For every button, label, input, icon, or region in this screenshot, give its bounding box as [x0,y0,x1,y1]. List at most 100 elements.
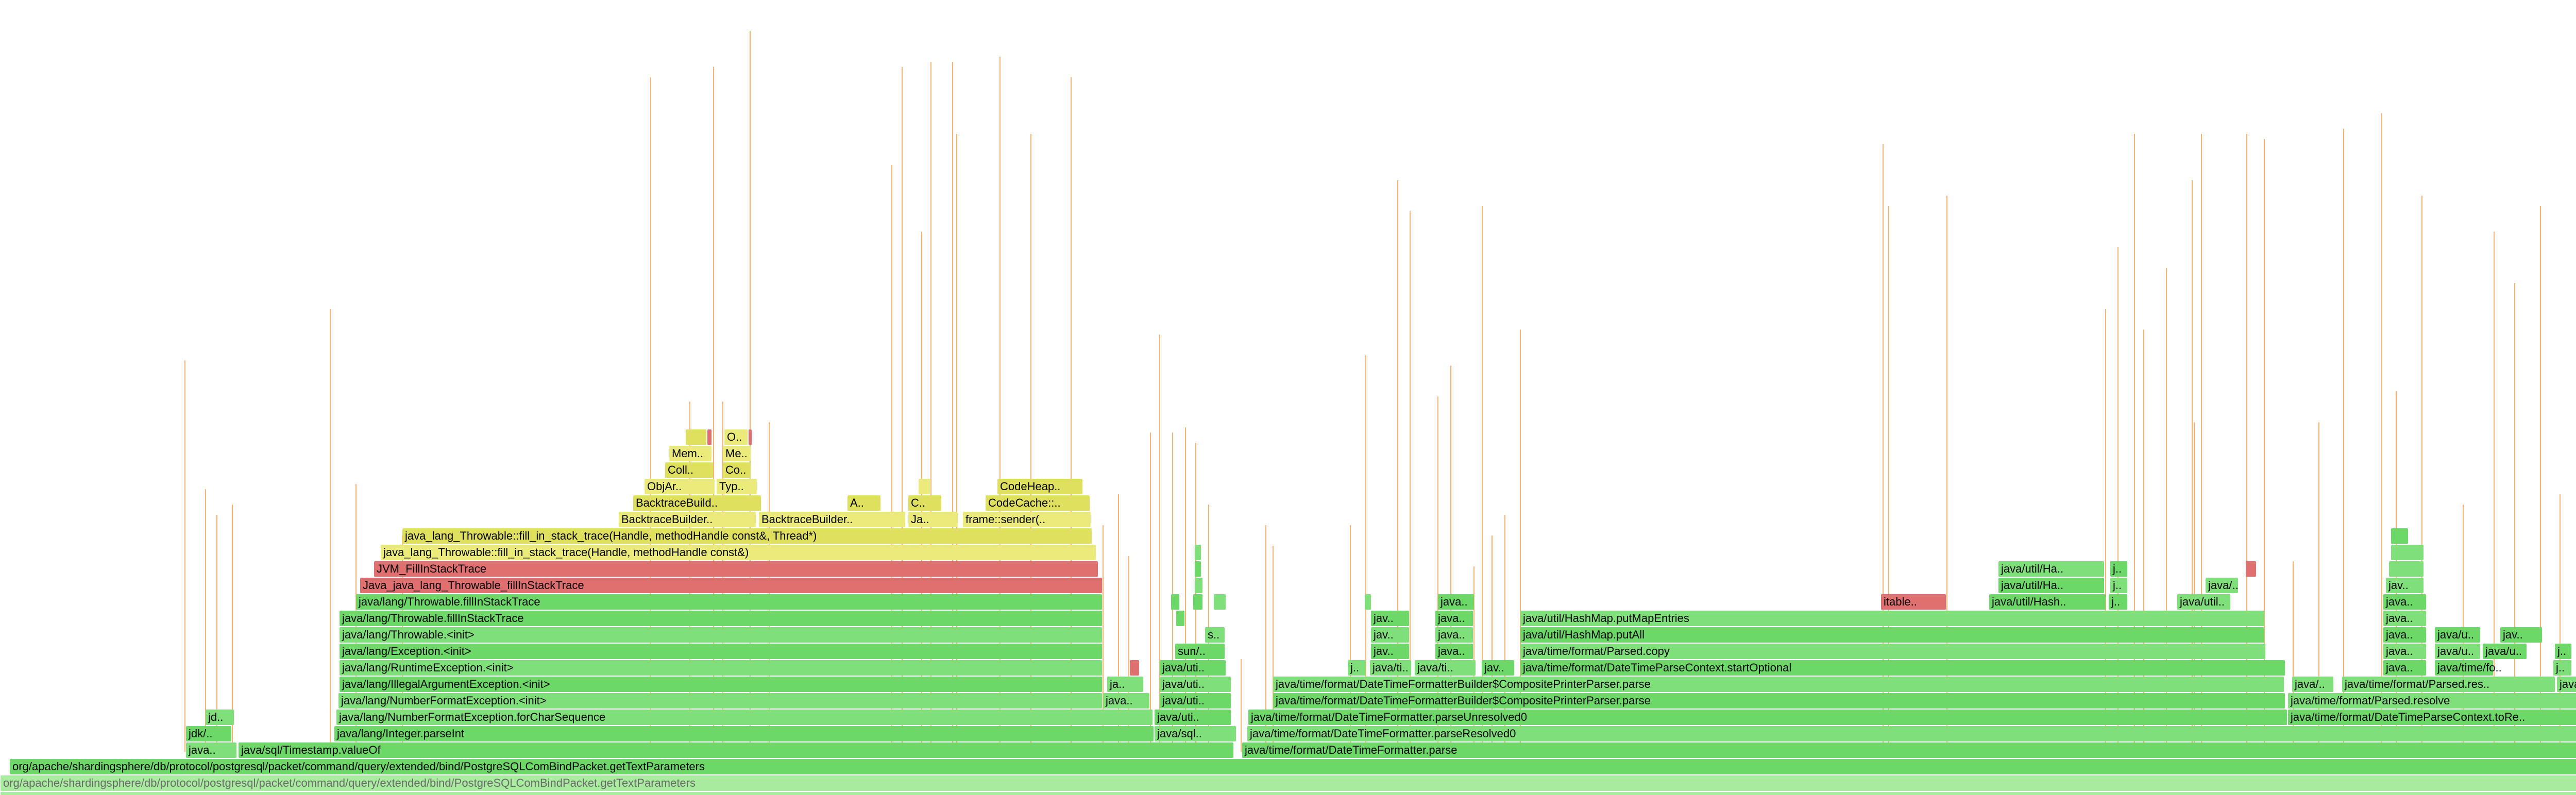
frame-rect[interactable] [206,710,234,725]
frame-rect[interactable] [2288,693,2576,708]
thin-stack-spike[interactable] [1241,659,1242,752]
frame-rect[interactable] [340,611,1102,626]
thin-stack-spike[interactable] [1265,525,1266,752]
frame[interactable]: java/util/Hash.. [1989,594,2106,610]
thin-stack-spike[interactable] [2194,422,2195,752]
frame-rect[interactable] [1130,660,1139,676]
frame[interactable]: java.. [1435,644,1473,659]
thin-stack-spike[interactable] [184,360,185,752]
frame-rect[interactable] [1435,627,1473,643]
frame-rect[interactable] [723,446,751,461]
frame[interactable] [2391,545,2424,560]
thin-stack-spike[interactable] [930,62,931,752]
frame-rect[interactable] [1520,627,2264,643]
frame[interactable]: Typ.. [717,479,757,494]
frame-rect[interactable] [1371,611,1409,626]
frame-rect[interactable] [186,742,236,758]
frame-rect[interactable] [340,627,1102,643]
frame[interactable]: java/time/fo.. [2435,660,2502,676]
thin-stack-spike[interactable] [1883,144,1884,752]
frame[interactable]: java/lang/Exception.<init> [340,644,1102,659]
frame[interactable]: jd.. [206,710,234,725]
frame[interactable]: java/time/format/DateTimeFormatter.parse… [1248,710,2287,725]
frame-rect[interactable] [723,462,751,478]
frame-rect[interactable] [919,479,930,494]
thin-stack-spike[interactable] [1172,433,1173,752]
frame-rect[interactable] [759,512,905,527]
frame-rect[interactable] [686,429,706,445]
frame-rect[interactable] [356,594,1102,610]
thin-stack-spike[interactable] [1128,556,1129,752]
frame-rect[interactable] [2110,578,2127,593]
frame[interactable]: java/time/format/DateTimeFormatterBuilde… [1273,677,2284,692]
frame[interactable]: java/sql.. [1155,726,1236,741]
frame-rect[interactable] [2389,561,2424,577]
thin-stack-spike[interactable] [2421,196,2422,752]
frame[interactable]: j.. [2110,561,2127,577]
frame[interactable] [686,429,706,445]
thin-stack-spike[interactable] [1450,366,1451,752]
frame-rect[interactable] [1520,644,2265,659]
thin-stack-spike[interactable] [1103,525,1104,752]
frame-rect[interactable] [2553,660,2571,676]
frame[interactable]: java/.. [2292,677,2333,692]
frame[interactable]: java/uti.. [1155,710,1231,725]
frame-rect[interactable] [619,512,756,527]
frame[interactable]: org/apache/shardingsphere/db/protocol/po… [10,759,2576,774]
frame-rect[interactable] [338,693,1102,708]
frame-rect[interactable] [2383,660,2426,676]
frame[interactable]: java.. [2383,627,2426,643]
frame[interactable]: JVM_FillInStackTrace [374,561,1098,577]
frame[interactable]: java.. [1103,693,1149,708]
frame[interactable]: java/lang/NumberFormatException.<init> [338,693,1102,708]
frame-rect[interactable] [749,429,752,445]
frame-rect[interactable] [665,462,713,478]
thin-stack-spike[interactable] [2381,113,2382,752]
thin-stack-spike[interactable] [891,165,892,752]
frame[interactable] [707,429,711,445]
thin-stack-spike[interactable] [1888,206,1889,752]
thin-stack-spike[interactable] [2560,494,2561,752]
thin-stack-spike[interactable] [2105,309,2106,752]
frame-rect[interactable] [2383,594,2426,610]
frame[interactable]: java/time/format/Parsed.resolve [2288,693,2576,708]
frame-rect[interactable] [1160,660,1226,676]
frame[interactable]: java/util/Ha.. [1998,561,2104,577]
frame[interactable]: j.. [1348,660,1366,676]
frame-rect[interactable] [10,759,2576,774]
frame[interactable] [749,429,752,445]
frame[interactable]: java_lang_Throwable::fill_in_stack_trace… [402,528,1092,544]
frame[interactable]: java/time/format/DateTimeFormatter.parse… [1247,726,2576,741]
frame[interactable]: java/lang/RuntimeException.<init> [340,660,1102,676]
thin-stack-spike[interactable] [2192,180,2193,752]
frame-rect[interactable] [239,742,1233,758]
frame[interactable] [1365,594,1371,610]
frame-rect[interactable] [1160,693,1231,708]
frame[interactable] [1130,660,1139,676]
frame[interactable]: Co.. [723,462,751,478]
thin-stack-spike[interactable] [1150,433,1151,752]
frame[interactable]: BacktraceBuild.. [633,495,761,511]
frame[interactable]: java/lang/Throwable.fillInStackTrace [356,594,1102,610]
frame[interactable]: java/lang/Throwable.fillInStackTrace [340,611,1102,626]
frame-rect[interactable] [1415,660,1476,676]
thin-stack-spike[interactable] [713,67,714,752]
frame-rect[interactable] [1998,578,2104,593]
thin-stack-spike[interactable] [1492,535,1493,752]
frame-rect[interactable] [381,545,1096,560]
frame-rect[interactable] [186,726,231,741]
frame[interactable]: jdk/.. [186,726,231,741]
frame[interactable]: java/u.. [2435,627,2480,643]
frame-rect[interactable] [997,479,1082,494]
frame-rect[interactable] [1242,742,2576,758]
frame[interactable]: sun/.. [1175,644,1225,659]
thin-stack-spike[interactable] [1397,180,1398,752]
thin-stack-spike[interactable] [2246,134,2247,752]
thin-stack-spike[interactable] [205,489,206,752]
frame[interactable]: java/util/Ha.. [1998,578,2104,593]
frame-rect[interactable] [1193,594,1202,610]
frame[interactable]: java/.. [2206,578,2239,593]
frame-rect[interactable] [1520,660,2285,676]
thin-stack-spike[interactable] [902,67,903,752]
thin-stack-spike[interactable] [956,134,957,752]
